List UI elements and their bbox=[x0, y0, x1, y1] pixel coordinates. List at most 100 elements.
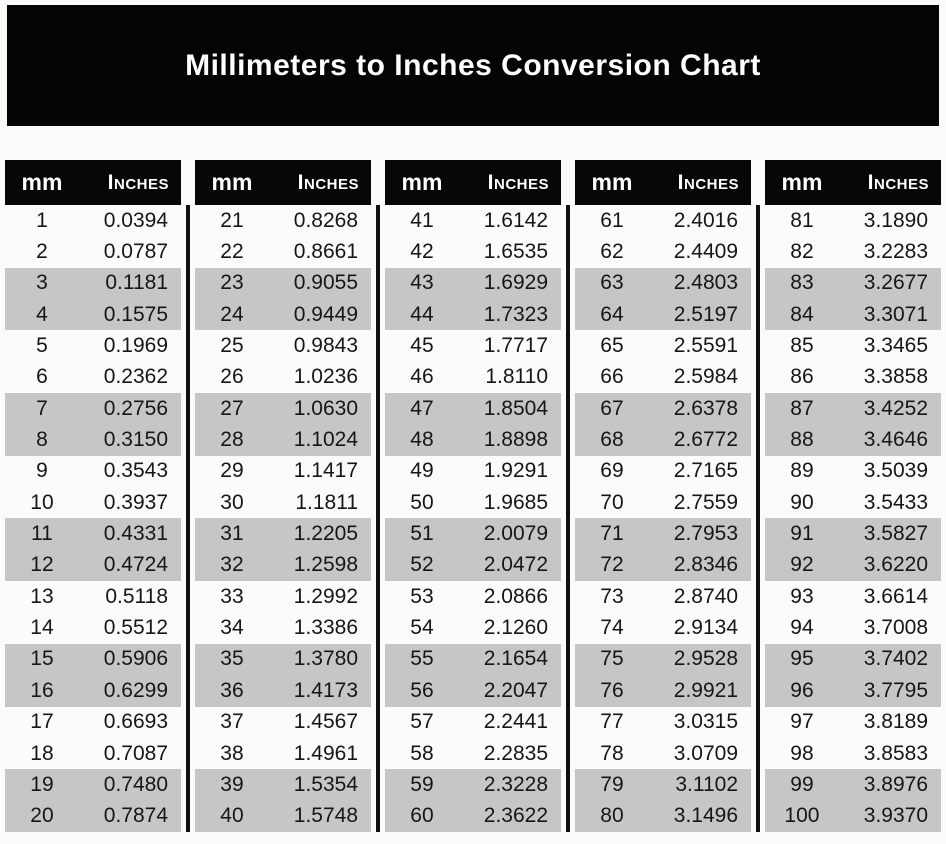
mm-value: 49 bbox=[410, 459, 434, 483]
inches-column-header: Inches bbox=[107, 170, 169, 194]
mm-value: 82 bbox=[790, 240, 814, 264]
mm-value: 97 bbox=[790, 710, 814, 734]
mm-value: 59 bbox=[410, 772, 434, 796]
column-gap bbox=[751, 160, 765, 832]
table-row: 62 2.4409 bbox=[575, 236, 751, 267]
mm-value: 28 bbox=[220, 428, 244, 452]
inches-value: 1.7717 bbox=[483, 334, 548, 358]
mm-value: 83 bbox=[790, 271, 814, 295]
table-row: 60 2.3622 bbox=[385, 800, 561, 832]
table-row: 26 1.0236 bbox=[195, 362, 371, 393]
inches-value: 0.9449 bbox=[293, 302, 358, 326]
inches-value: 3.7008 bbox=[863, 616, 928, 640]
table-row: 11 0.4331 bbox=[5, 518, 181, 550]
inches-value: 2.5984 bbox=[673, 365, 738, 389]
mm-value: 76 bbox=[600, 678, 624, 702]
inches-value: 1.2598 bbox=[293, 553, 358, 577]
mm-value: 52 bbox=[410, 553, 434, 577]
mm-value: 96 bbox=[790, 678, 814, 702]
table-row: 95 3.7402 bbox=[765, 643, 941, 676]
mm-value: 67 bbox=[600, 396, 624, 420]
mm-value: 50 bbox=[410, 490, 434, 514]
mm-value: 5 bbox=[36, 334, 48, 358]
inches-value: 2.6378 bbox=[673, 396, 738, 420]
inches-value: 2.9134 bbox=[673, 616, 738, 640]
mm-value: 85 bbox=[790, 334, 814, 358]
table-row: 93 3.6614 bbox=[765, 581, 941, 612]
inches-value: 3.4646 bbox=[863, 428, 928, 452]
mm-value: 3 bbox=[36, 271, 48, 295]
mm-value: 42 bbox=[410, 240, 434, 264]
mm-value: 11 bbox=[31, 522, 53, 546]
mm-value: 25 bbox=[220, 334, 244, 358]
mm-value: 29 bbox=[220, 459, 244, 483]
table-block-header: mm Inches bbox=[765, 160, 941, 205]
column-divider-line bbox=[756, 205, 760, 832]
mm-value: 6 bbox=[36, 365, 48, 389]
inches-value: 3.6220 bbox=[863, 553, 928, 577]
inches-value: 0.5512 bbox=[103, 616, 168, 640]
column-gap bbox=[181, 160, 195, 832]
mm-value: 98 bbox=[790, 741, 814, 765]
inches-value: 2.2835 bbox=[483, 741, 548, 765]
table-row: 28 1.1024 bbox=[195, 424, 371, 456]
inches-value: 2.1260 bbox=[483, 616, 548, 640]
mm-value: 4 bbox=[36, 302, 48, 326]
inches-value: 1.7323 bbox=[483, 302, 548, 326]
table-row: 23 0.9055 bbox=[195, 267, 371, 300]
inches-value: 0.5906 bbox=[103, 647, 168, 671]
table-row: 44 1.7323 bbox=[385, 299, 561, 331]
table-row: 67 2.6378 bbox=[575, 393, 751, 425]
inches-value: 2.7953 bbox=[673, 522, 738, 546]
table-row: 18 0.7087 bbox=[5, 738, 181, 769]
mm-value: 64 bbox=[600, 302, 624, 326]
mm-value: 48 bbox=[410, 428, 434, 452]
table-row: 48 1.8898 bbox=[385, 424, 561, 456]
mm-value: 58 bbox=[410, 741, 434, 765]
table-block-header: mm Inches bbox=[195, 160, 371, 205]
mm-value: 47 bbox=[410, 396, 434, 420]
table-block-header: mm Inches bbox=[575, 160, 751, 205]
mm-value: 91 bbox=[790, 522, 814, 546]
inches-value: 2.0866 bbox=[483, 584, 548, 608]
mm-value: 70 bbox=[600, 490, 624, 514]
mm-value: 10 bbox=[30, 490, 54, 514]
inches-value: 2.0472 bbox=[483, 553, 548, 577]
table-row: 36 1.4173 bbox=[195, 675, 371, 707]
table-row: 97 3.8189 bbox=[765, 707, 941, 738]
table-row: 81 3.1890 bbox=[765, 205, 941, 236]
inches-value: 1.1811 bbox=[295, 490, 358, 514]
inches-value: 1.8504 bbox=[483, 396, 548, 420]
mm-value: 66 bbox=[600, 365, 624, 389]
mm-value: 39 bbox=[220, 772, 244, 796]
table-row: 99 3.8976 bbox=[765, 769, 941, 801]
inches-value: 2.3228 bbox=[483, 772, 548, 796]
inches-value: 1.1417 bbox=[293, 459, 358, 483]
table-row: 91 3.5827 bbox=[765, 518, 941, 550]
mm-value: 61 bbox=[600, 208, 624, 232]
mm-value: 32 bbox=[220, 553, 244, 577]
table-row: 1 0.0394 bbox=[5, 205, 181, 236]
table-row: 47 1.8504 bbox=[385, 393, 561, 425]
inches-value: 3.4252 bbox=[863, 396, 928, 420]
table-row: 17 0.6693 bbox=[5, 707, 181, 738]
inches-value: 1.0236 bbox=[293, 365, 358, 389]
inches-value: 1.4173 bbox=[293, 678, 358, 702]
mm-value: 89 bbox=[790, 459, 814, 483]
table-row: 2 0.0787 bbox=[5, 236, 181, 267]
mm-value: 53 bbox=[410, 584, 434, 608]
table-row: 14 0.5512 bbox=[5, 612, 181, 643]
table-row: 65 2.5591 bbox=[575, 330, 751, 361]
mm-value: 31 bbox=[220, 522, 244, 546]
mm-value: 2 bbox=[36, 240, 48, 264]
mm-value: 90 bbox=[790, 490, 814, 514]
mm-value: 63 bbox=[600, 271, 624, 295]
inches-value: 1.9291 bbox=[483, 459, 548, 483]
mm-value: 34 bbox=[220, 616, 244, 640]
mm-value: 75 bbox=[600, 647, 624, 671]
mm-value: 99 bbox=[790, 772, 814, 796]
mm-column-header: mm bbox=[781, 169, 823, 195]
mm-value: 23 bbox=[220, 271, 244, 295]
inches-value: 0.0787 bbox=[103, 240, 168, 264]
table-row: 73 2.8740 bbox=[575, 581, 751, 612]
